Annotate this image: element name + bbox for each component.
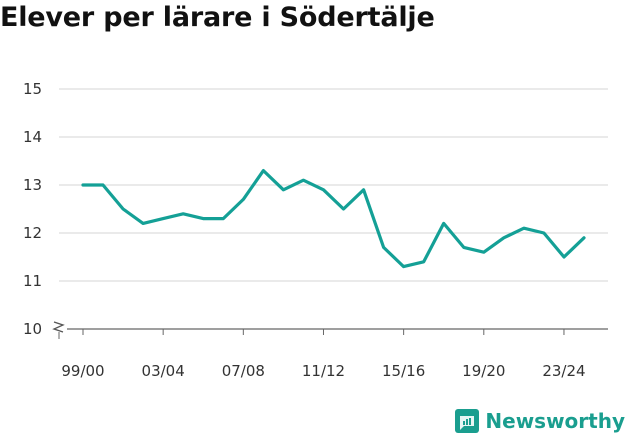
y-tick-label: 10 bbox=[23, 320, 42, 338]
y-axis-ticks: 10 11 12 13 14 15 bbox=[23, 80, 42, 338]
newsworthy-logo-icon bbox=[455, 409, 480, 433]
y-tick-label: 14 bbox=[23, 128, 42, 146]
grid-lines bbox=[59, 88, 608, 330]
x-tick-label: 03/04 bbox=[142, 362, 185, 380]
y-tick-label: 11 bbox=[23, 272, 42, 290]
x-axis-ticks: 99/00 03/04 07/08 11/12 15/16 19/20 23/24 bbox=[61, 329, 586, 380]
x-tick-label: 07/08 bbox=[222, 362, 265, 380]
y-tick-label: 15 bbox=[23, 80, 42, 98]
y-tick-label: 13 bbox=[23, 176, 42, 194]
page-title: Elever per lärare i Södertälje bbox=[0, 2, 435, 33]
x-tick-label: 19/20 bbox=[462, 362, 505, 380]
brand-logo: Newsworthy bbox=[455, 409, 625, 433]
x-tick-label: 15/16 bbox=[382, 362, 425, 380]
brand-name: Newsworthy bbox=[485, 409, 625, 433]
y-tick-label: 12 bbox=[23, 224, 42, 242]
x-tick-label: 23/24 bbox=[542, 362, 585, 380]
x-tick-label: 11/12 bbox=[302, 362, 345, 380]
series-line bbox=[81, 169, 586, 269]
y-axis-break bbox=[51, 321, 67, 339]
x-tick-label: 99/00 bbox=[61, 362, 104, 380]
axis-break-mark bbox=[52, 321, 65, 333]
